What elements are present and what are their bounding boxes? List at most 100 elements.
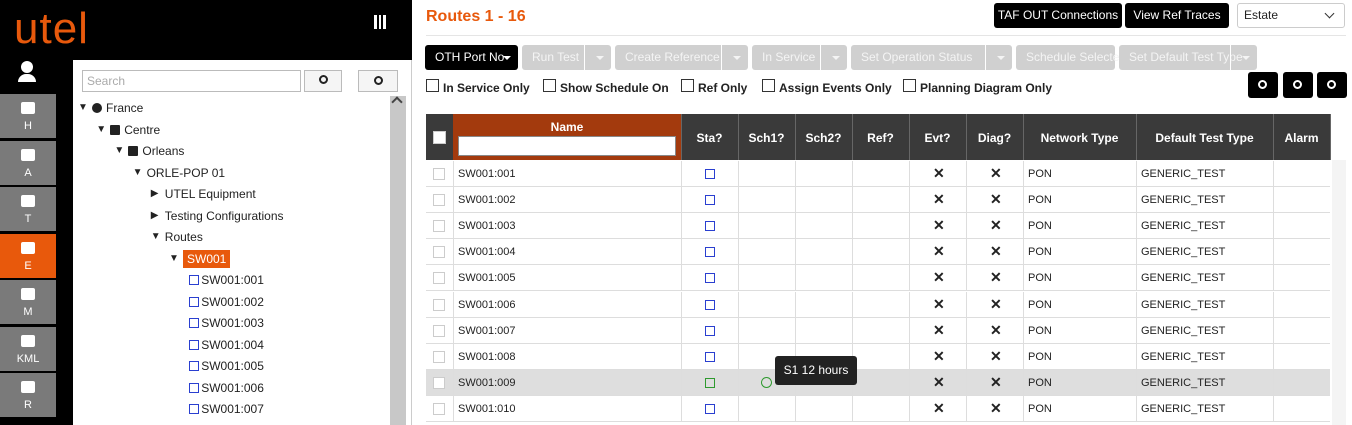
header-bar: [0, 0, 412, 60]
top-button[interactable]: View Ref Traces: [1125, 3, 1229, 28]
select[interactable]: Estate: [1237, 3, 1345, 28]
tree-toggle[interactable]: ▼: [169, 252, 179, 264]
tree-label[interactable]: France: [106, 101, 144, 115]
row-check[interactable]: [433, 246, 445, 259]
cell-sep: [453, 317, 454, 344]
table-row: [426, 213, 1330, 240]
tree-toggle[interactable]: ▼: [132, 166, 143, 178]
status-icon: [705, 351, 715, 362]
table-row: [426, 161, 1330, 187]
row-check[interactable]: [433, 324, 445, 337]
tree-label[interactable]: SW001:003: [201, 316, 264, 330]
tree-label[interactable]: SW001:007: [201, 402, 264, 416]
cell-sep: [453, 343, 454, 370]
cell-sep: [1273, 161, 1274, 187]
cell-sep: [738, 187, 739, 214]
cell-sep: [852, 239, 853, 266]
cell-sep: [681, 265, 682, 292]
checkbox[interactable]: [762, 79, 775, 92]
tree-toggle[interactable]: ▼: [114, 145, 125, 156]
nav-button[interactable]: KML: [0, 326, 56, 371]
tree-label[interactable]: UTEL Equipment: [164, 187, 256, 201]
tree-label[interactable]: Testing Configurations: [164, 208, 284, 223]
status-icon: [705, 325, 715, 336]
status-icon: [705, 377, 715, 388]
tree-toggle[interactable]: ▼: [78, 102, 88, 113]
cell-name: SW001:008: [458, 350, 516, 363]
tree-label[interactable]: Routes: [164, 230, 203, 244]
search-button[interactable]: [304, 70, 342, 92]
action-button[interactable]: [1248, 72, 1278, 98]
tree-toggle[interactable]: ▼: [96, 123, 107, 135]
tree-label[interactable]: ORLE-POP 01: [146, 165, 226, 180]
nav-label: H: [24, 120, 32, 132]
cell-sep: [1273, 317, 1274, 344]
tree-toggle[interactable]: ▶: [150, 188, 159, 199]
cell-sep: [1136, 343, 1137, 370]
row-check[interactable]: [433, 168, 445, 180]
action-button[interactable]: [1317, 72, 1347, 98]
tree-label[interactable]: SW001: [183, 249, 231, 268]
cell-sep: [1136, 187, 1137, 214]
cell-test-type: GENERIC_TEST: [1141, 246, 1226, 259]
settings-button[interactable]: [358, 70, 398, 92]
toolbar-button: Run Test: [522, 45, 611, 70]
cell-sep: [966, 343, 967, 370]
toolbar-label: OTH Port No: [435, 50, 505, 64]
checkbox[interactable]: [426, 79, 439, 92]
column-header: Network Type: [1040, 131, 1119, 145]
nav-button[interactable]: T: [0, 187, 56, 231]
cell-sep: [1136, 161, 1137, 187]
cell-name: SW001:006: [458, 298, 516, 311]
name-filter[interactable]: [458, 136, 676, 156]
tree-label[interactable]: Centre: [124, 122, 161, 137]
toolbar-button[interactable]: OTH Port No: [425, 45, 518, 70]
tree-label[interactable]: SW001:004: [201, 337, 264, 352]
nav-button[interactable]: E: [0, 233, 56, 278]
cell-sep: [1273, 265, 1274, 292]
nav-button[interactable]: A: [0, 140, 56, 185]
cell-sep: [738, 317, 739, 344]
cell-network: PON: [1028, 272, 1052, 285]
cell-test-type: GENERIC_TEST: [1141, 194, 1226, 207]
tree-label[interactable]: SW001:006: [201, 380, 264, 395]
cell-sep: [966, 161, 967, 187]
cell-sep: [453, 265, 454, 292]
checkbox[interactable]: [543, 79, 556, 92]
cell-name: SW001:003: [458, 220, 516, 233]
row-check[interactable]: [433, 272, 445, 285]
logo: utel: [14, 4, 89, 53]
row-check[interactable]: [433, 298, 445, 311]
tree-toggle[interactable]: ▼: [150, 231, 161, 242]
tree-toggle[interactable]: ▶: [150, 209, 159, 221]
tree-label[interactable]: SW001:005: [201, 359, 264, 373]
tree-label[interactable]: Orleans: [142, 144, 185, 158]
nav-button[interactable]: M: [0, 280, 56, 324]
row-check[interactable]: [433, 402, 445, 415]
row-check[interactable]: [433, 220, 445, 233]
action-button[interactable]: [1283, 72, 1313, 98]
tree-label[interactable]: SW001:002: [201, 294, 264, 309]
search-input[interactable]: Search: [82, 70, 301, 92]
table-scroll: [1332, 160, 1346, 425]
column-header: Sch1?: [748, 131, 785, 145]
nav-button[interactable]: H: [0, 94, 56, 138]
checkbox[interactable]: [681, 79, 694, 92]
row-check[interactable]: [433, 376, 445, 389]
tree-label[interactable]: SW001:001: [201, 273, 264, 287]
row-check[interactable]: [433, 194, 445, 207]
cell-sep: [1023, 239, 1024, 266]
cell-sep: [681, 369, 682, 396]
menu-icon[interactable]: [374, 15, 386, 29]
cell-sep: [1136, 395, 1137, 422]
cell-sep: [966, 369, 967, 396]
top-button[interactable]: TAF OUT Connections: [994, 3, 1122, 28]
scrollbar: [390, 96, 406, 425]
cell-sep: [909, 161, 910, 187]
cell-sep: [909, 213, 910, 240]
nav-button[interactable]: R: [0, 373, 56, 417]
column-sep: [966, 114, 967, 160]
row-check[interactable]: [433, 350, 445, 363]
checkbox[interactable]: [903, 79, 916, 92]
split: [985, 45, 986, 70]
